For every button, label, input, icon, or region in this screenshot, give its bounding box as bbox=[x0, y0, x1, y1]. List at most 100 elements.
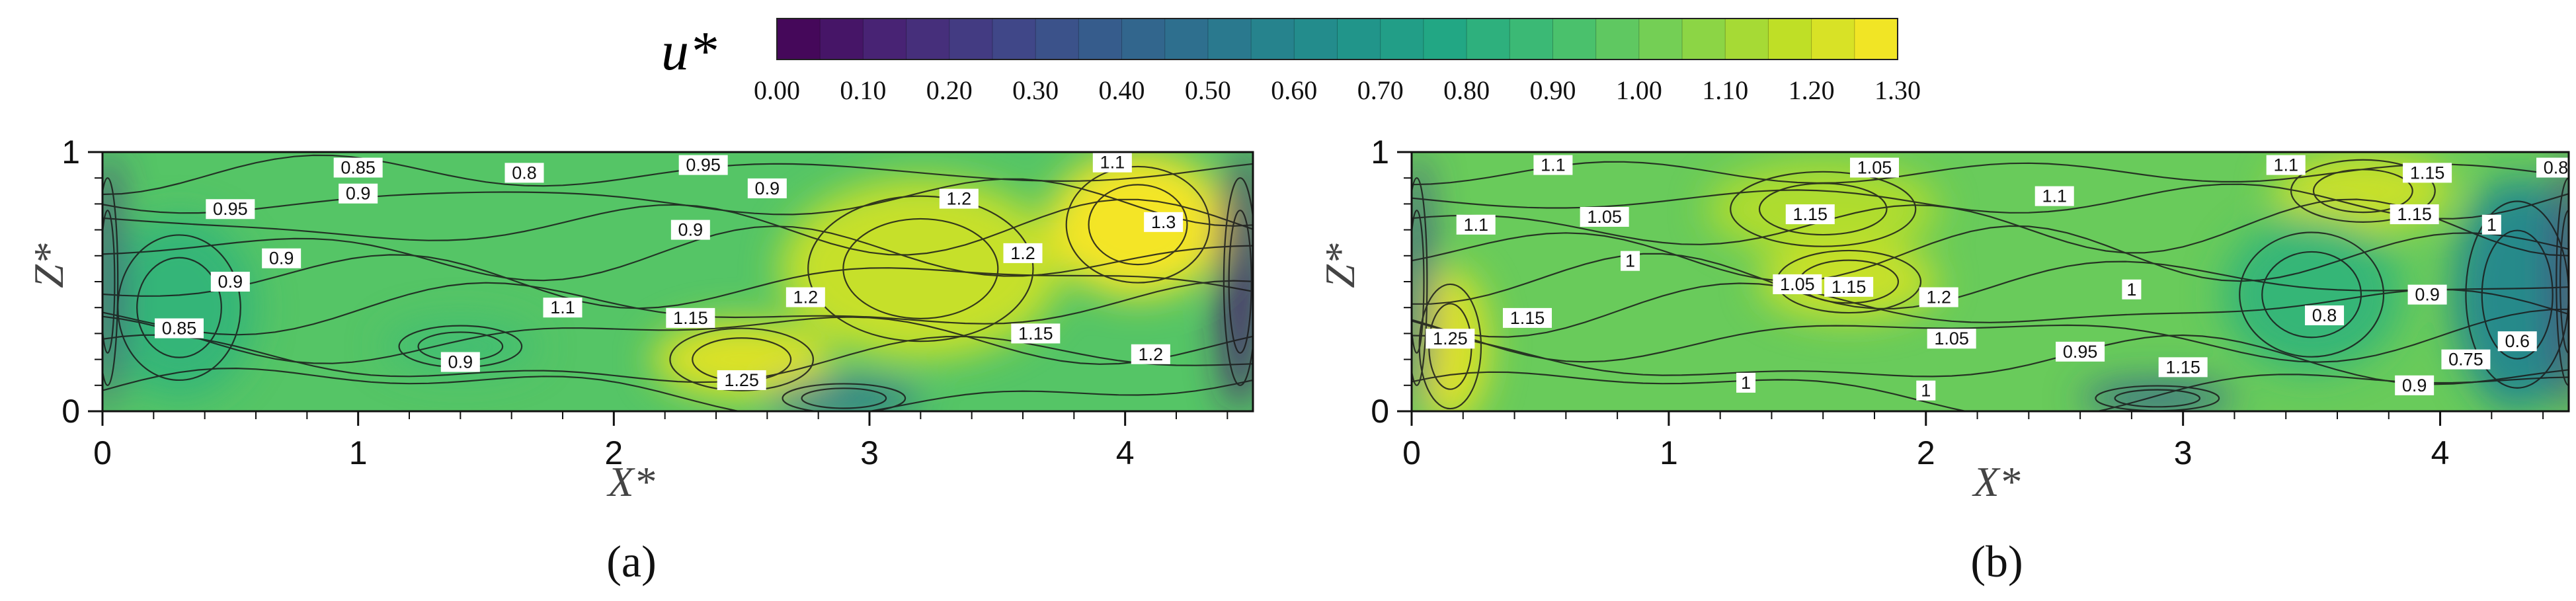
contour-label-bg bbox=[1011, 323, 1061, 344]
contour-label: 0.75 bbox=[2448, 350, 2483, 370]
colorbar: u* 0.00 0.10 0.20 0.30 0.40 0.50 0.60 0.70 0.80 0… bbox=[661, 18, 1921, 105]
contour-label: 1.2 bbox=[793, 288, 819, 307]
contour-label-bg bbox=[747, 178, 787, 198]
colorbar-swatch bbox=[1552, 19, 1597, 60]
contour-loop bbox=[1412, 210, 1425, 354]
x-axis-label-a: X* bbox=[606, 458, 655, 505]
colorbar-tick-label: 0.10 bbox=[840, 75, 886, 105]
contour-label: 1.25 bbox=[1433, 329, 1468, 348]
contour-label: 0.9 bbox=[2402, 376, 2427, 395]
contour-line bbox=[1412, 253, 2569, 310]
contour-label-bg bbox=[1621, 251, 1640, 271]
colorbar-swatches bbox=[776, 18, 1898, 60]
colorbar-swatch bbox=[1854, 19, 1898, 60]
contour-label: 1.1 bbox=[2273, 155, 2298, 175]
contour-label: 1.15 bbox=[2397, 204, 2432, 224]
contour-label: 1.05 bbox=[1934, 329, 1969, 348]
colorbar-swatch bbox=[949, 19, 993, 60]
heatmap-b: 1.1 1.05 1.1 1.15 0.8 1.1 1.05 1.15 1.1 1.15 1 1 1.0… bbox=[1412, 152, 2569, 411]
contour-loop bbox=[782, 383, 906, 411]
contour-label-bg bbox=[262, 248, 302, 268]
contour-label-bg bbox=[1092, 152, 1132, 173]
x-tick-label: 2 bbox=[1917, 434, 1935, 471]
x-tick-label: 0 bbox=[1402, 434, 1421, 471]
x-axis-label-b: X* bbox=[1971, 458, 2020, 505]
contour-label-bg bbox=[1927, 329, 1976, 349]
colorbar-tick-label: 1.10 bbox=[1702, 75, 1748, 105]
contour-label-bg bbox=[1736, 372, 1756, 393]
colorbar-tick-label: 0.90 bbox=[1529, 75, 1576, 105]
contour-label-bg bbox=[2305, 305, 2345, 325]
x-tick-label: 0 bbox=[93, 434, 112, 471]
contour-label: 1.05 bbox=[1857, 158, 1892, 178]
contour-label: 1.1 bbox=[1463, 215, 1488, 235]
contour-label-bg bbox=[2407, 284, 2447, 305]
contour-label: 1.15 bbox=[1018, 323, 1053, 343]
colorbar-swatch bbox=[1682, 19, 1726, 60]
colorbar-swatch bbox=[1467, 19, 1510, 60]
colorbar-tick-label: 0.30 bbox=[1012, 75, 1059, 105]
x-tick-label: 4 bbox=[1116, 434, 1135, 471]
contour-label-bg bbox=[2441, 349, 2491, 370]
contour-label-bg bbox=[1824, 276, 1874, 297]
contour-loop bbox=[2481, 229, 2554, 360]
contour-loop bbox=[1730, 171, 1917, 247]
contour-label: 0.95 bbox=[2063, 342, 2098, 362]
colorbar-swatch bbox=[1078, 19, 1123, 60]
contour-loop bbox=[1412, 177, 1428, 386]
contour-label-bg bbox=[1131, 344, 1170, 364]
colorbar-swatch bbox=[906, 19, 950, 60]
contour-loop bbox=[2559, 210, 2569, 354]
contour-label-bg bbox=[1456, 214, 1496, 235]
contour-loop bbox=[102, 177, 119, 386]
y-tick-label: 1 bbox=[1371, 134, 1389, 171]
contour-loop bbox=[102, 210, 116, 354]
colorbar-tick-label: 0.70 bbox=[1357, 75, 1404, 105]
colorbar-tick-label: 0.80 bbox=[1443, 75, 1490, 105]
colorbar-swatch bbox=[1768, 19, 1812, 60]
contour-label: 1 bbox=[2126, 280, 2136, 300]
contour-label-bg bbox=[1916, 380, 1936, 401]
y-tick-label: 0 bbox=[1371, 393, 1389, 430]
colorbar-tick-label: 1.30 bbox=[1874, 75, 1921, 105]
contour-loop bbox=[2239, 231, 2385, 358]
contour-label-bg bbox=[1144, 212, 1184, 232]
contour-loop bbox=[807, 195, 1034, 342]
colorbar-swatch bbox=[1423, 19, 1467, 60]
contour-label-bg bbox=[678, 155, 728, 175]
colorbar-swatch bbox=[1207, 19, 1252, 60]
colorbar-swatch bbox=[1380, 19, 1424, 60]
colorbar-swatch bbox=[1811, 19, 1855, 60]
y-axis-label-a: Z* bbox=[25, 243, 72, 288]
contour-label: 1.1 bbox=[550, 298, 575, 317]
contour-label: 0.9 bbox=[678, 220, 704, 240]
contour-label-bg bbox=[440, 352, 480, 372]
contour-line bbox=[1412, 371, 2569, 411]
colorbar-swatch bbox=[863, 19, 907, 60]
colorbar-tick-label: 0.50 bbox=[1185, 75, 1231, 105]
field-region bbox=[102, 217, 256, 399]
contour-loop bbox=[2290, 159, 2436, 223]
contour-label-bg bbox=[1785, 204, 1835, 225]
y-tick-label: 0 bbox=[61, 393, 80, 430]
contour-label-bg bbox=[2122, 279, 2142, 300]
contour-label: 0.9 bbox=[448, 352, 473, 372]
contour-line bbox=[102, 367, 1253, 411]
contour-loop bbox=[1088, 184, 1188, 266]
contour-label-bg bbox=[2390, 204, 2439, 225]
contour-label: 0.8 bbox=[2312, 305, 2337, 325]
x-tick-label: 1 bbox=[1660, 434, 1678, 471]
contour-label: 1.15 bbox=[673, 308, 708, 328]
contour-label: 1.1 bbox=[1100, 153, 1125, 173]
contour-label: 1 bbox=[1741, 373, 1751, 393]
colorbar-swatch bbox=[1509, 19, 1553, 60]
velocity-field: 0.85 0.8 0.95 0.9 0.9 0.95 0.9 0.9 0.9 0.85 1.1 1.1… bbox=[102, 152, 1253, 411]
contour-label-bg bbox=[155, 318, 204, 339]
contour-lines bbox=[1412, 159, 2569, 411]
field-region bbox=[2080, 382, 2235, 411]
contour-label-bg bbox=[2481, 214, 2501, 235]
contour-label-bg bbox=[1003, 243, 1043, 263]
colorbar-swatch bbox=[1294, 19, 1338, 60]
colorbar-tick-label: 0.60 bbox=[1271, 75, 1317, 105]
contour-loop bbox=[2261, 251, 2362, 339]
